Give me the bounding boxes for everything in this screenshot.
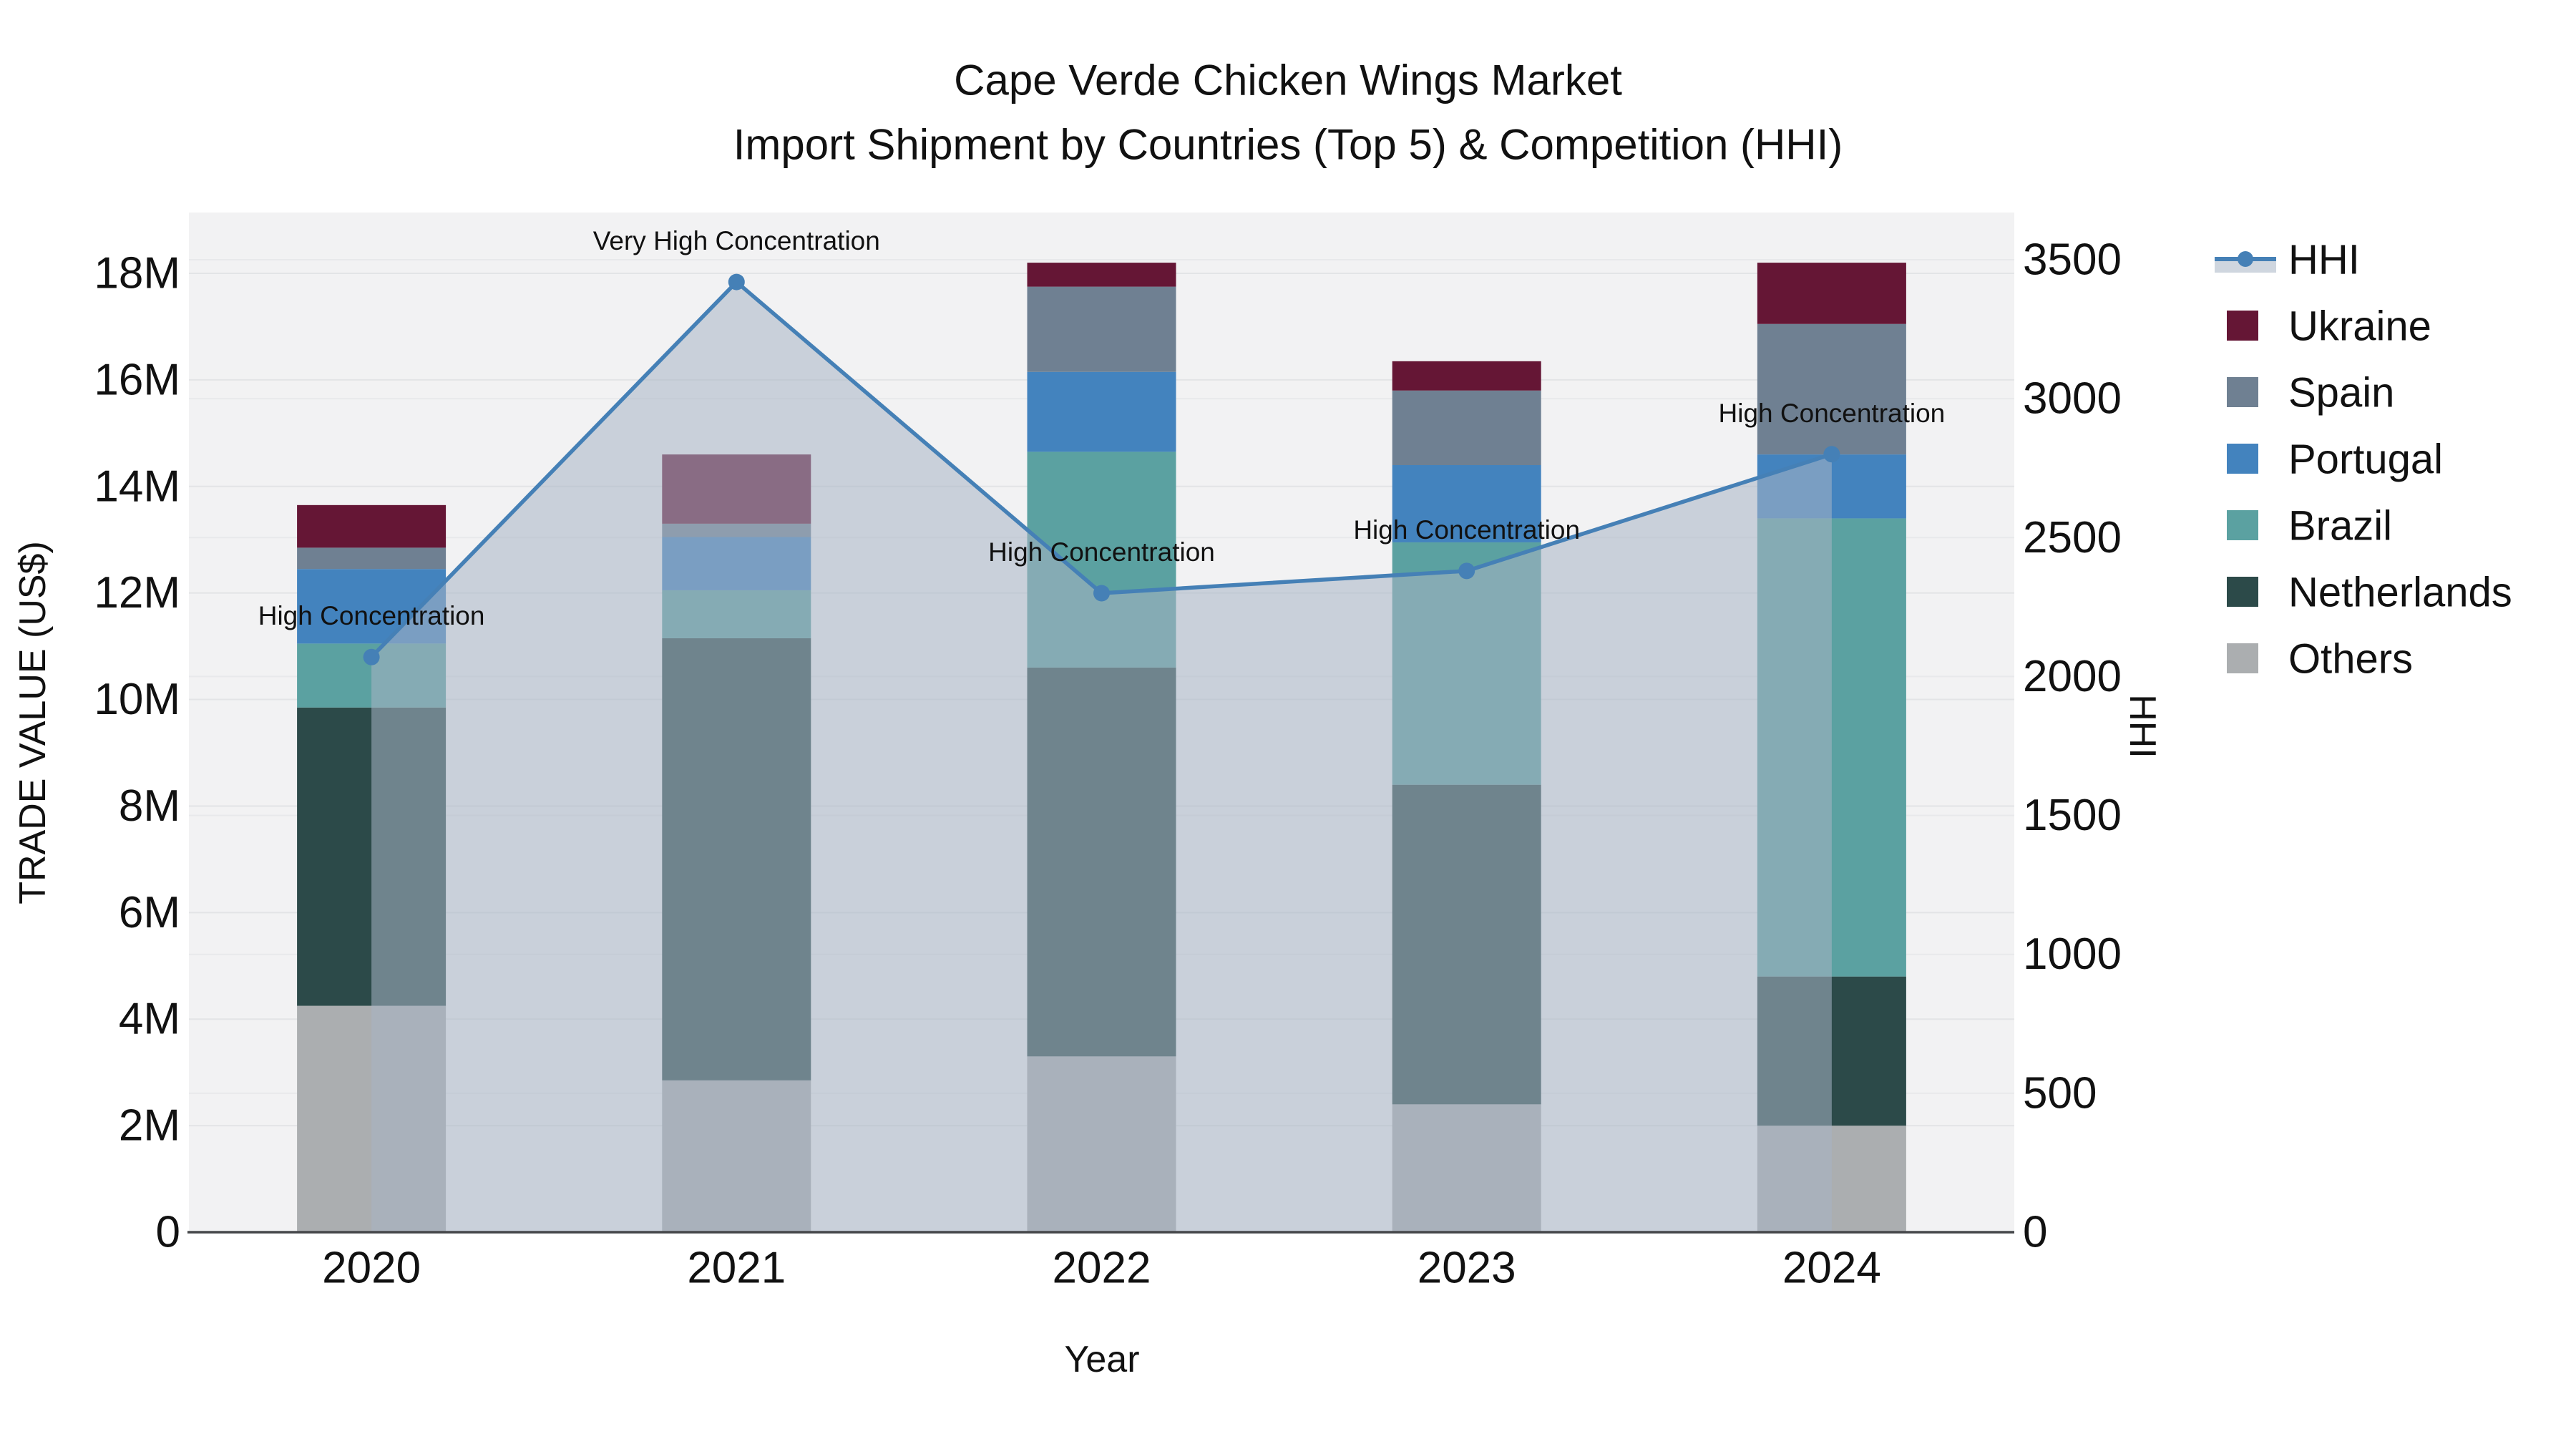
annotation-2022: High Concentration: [988, 537, 1215, 567]
y-tick-label-right: 2500: [2023, 513, 2122, 562]
y-tick-label-left: 0: [156, 1208, 180, 1257]
bar-segment-ukraine-2023[interactable]: [1392, 361, 1541, 391]
hhi-point-2023[interactable]: [1458, 562, 1475, 580]
hhi-point-2020[interactable]: [363, 648, 380, 665]
legend-item-ukraine[interactable]: Ukraine: [2227, 303, 2431, 350]
legend-item-others[interactable]: Others: [2227, 636, 2413, 683]
legend-item-netherlands[interactable]: Netherlands: [2227, 570, 2512, 616]
x-axis-title: Year: [1064, 1339, 1139, 1380]
y-tick-label-right: 500: [2023, 1068, 2097, 1118]
y-tick-label-right: 3500: [2023, 235, 2122, 285]
chart-title: Cape Verde Chicken Wings Market: [954, 57, 1622, 104]
annotation-2021: Very High Concentration: [593, 226, 880, 255]
y-tick-label-right: 2000: [2023, 652, 2122, 701]
legend-label: Others: [2288, 636, 2413, 683]
legend-item-portugal[interactable]: Portugal: [2227, 436, 2443, 483]
hhi-point-2024[interactable]: [1823, 446, 1840, 463]
bar-segment-ukraine-2022[interactable]: [1027, 263, 1176, 287]
legend-label: Ukraine: [2288, 303, 2431, 350]
legend-label: HHI: [2288, 237, 2360, 283]
bar-segment-portugal-2022[interactable]: [1027, 371, 1176, 452]
x-tick-label: 2020: [322, 1244, 421, 1293]
bar-segment-ukraine-2020[interactable]: [297, 504, 447, 548]
y-tick-label-left: 14M: [94, 462, 180, 511]
legend-swatch-others: [2227, 643, 2258, 673]
annotation-2024: High Concentration: [1719, 399, 1946, 428]
y-tick-label-left: 10M: [94, 675, 180, 724]
bar-segment-portugal-2023[interactable]: [1392, 465, 1541, 542]
x-tick-label: 2021: [687, 1244, 786, 1293]
legend-swatch-portugal: [2227, 444, 2258, 474]
bar-segment-spain-2022[interactable]: [1027, 286, 1176, 372]
hhi-point-2021[interactable]: [728, 273, 745, 291]
annotation-2023: High Concentration: [1353, 515, 1580, 545]
y-tick-label-right: 1500: [2023, 791, 2122, 840]
bar-segment-spain-2024[interactable]: [1757, 323, 1906, 455]
y-tick-label-right: 0: [2023, 1208, 2047, 1257]
y-tick-label-left: 4M: [119, 995, 180, 1044]
x-tick-label: 2023: [1418, 1244, 1516, 1293]
legend-item-brazil[interactable]: Brazil: [2227, 503, 2392, 550]
legend-swatch-ukraine: [2227, 311, 2258, 341]
x-tick-label: 2024: [1782, 1244, 1881, 1293]
bar-segment-ukraine-2024[interactable]: [1757, 263, 1906, 324]
bar-segment-spain-2020[interactable]: [297, 547, 447, 570]
y-axis-title-left: TRADE VALUE (US$): [12, 541, 54, 904]
x-tick-label: 2022: [1053, 1244, 1151, 1293]
y-tick-label-left: 18M: [94, 249, 180, 298]
legend-label: Netherlands: [2288, 570, 2512, 616]
y-tick-label-left: 6M: [119, 888, 180, 937]
hhi-point-2022[interactable]: [1093, 585, 1110, 602]
legend-hhi-marker: [2238, 251, 2253, 267]
legend-swatch-spain: [2227, 377, 2258, 407]
y-tick-label-right: 1000: [2023, 930, 2122, 979]
hhi-area-fill: [371, 282, 1832, 1232]
legend-item-hhi[interactable]: HHI: [2215, 237, 2360, 283]
legend-label: Brazil: [2288, 503, 2392, 550]
chart-subtitle: Import Shipment by Countries (Top 5) & C…: [733, 121, 1843, 169]
legend-label: Spain: [2288, 370, 2394, 416]
legend-label: Portugal: [2288, 436, 2443, 483]
bar-segment-spain-2023[interactable]: [1392, 390, 1541, 465]
y-tick-label-left: 16M: [94, 355, 180, 404]
legend-swatch-brazil: [2227, 510, 2258, 540]
y-tick-label-left: 8M: [119, 781, 180, 831]
y-tick-label-left: 2M: [119, 1101, 180, 1151]
annotation-2020: High Concentration: [258, 601, 485, 630]
y-axis-title-right: HHI: [2122, 694, 2163, 758]
y-tick-label-right: 3000: [2023, 374, 2122, 424]
legend-item-spain[interactable]: Spain: [2227, 370, 2394, 416]
legend-swatch-netherlands: [2227, 577, 2258, 607]
y-tick-label-left: 12M: [94, 568, 180, 618]
